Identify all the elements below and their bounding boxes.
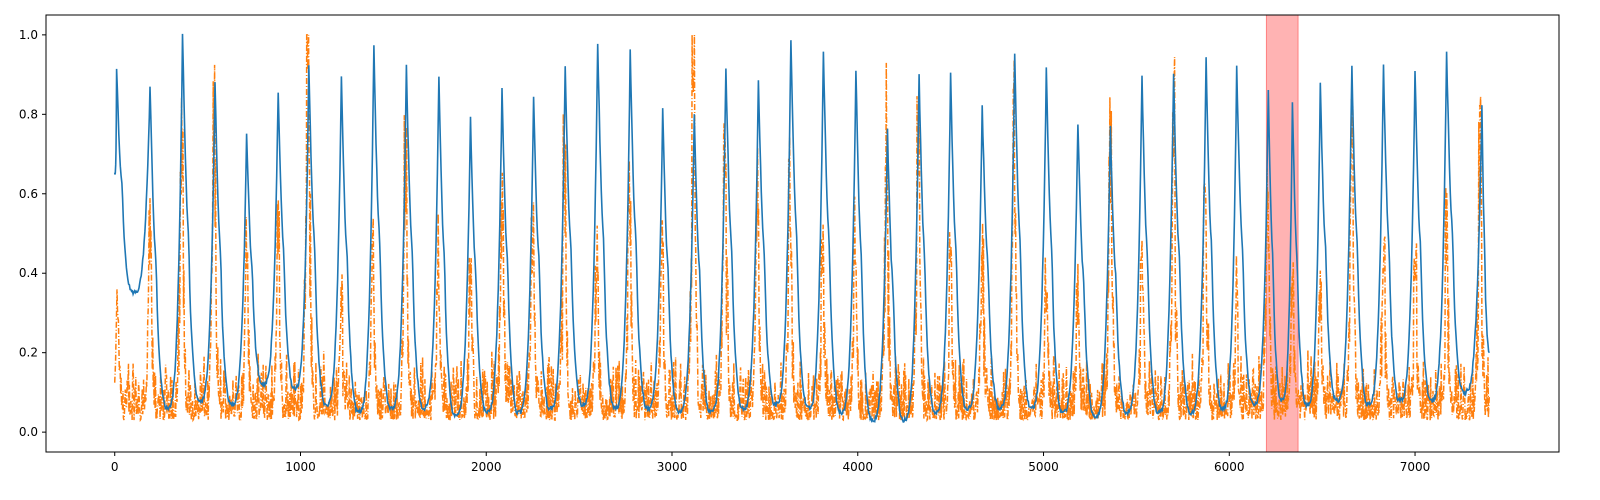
series-1-line — [113, 33, 1491, 424]
x-tick-label: 3000 — [657, 460, 688, 474]
y-tick-label: 0.0 — [19, 425, 38, 439]
x-tick-label: 1000 — [285, 460, 316, 474]
x-tick-label: 7000 — [1400, 460, 1431, 474]
x-tick-label: 2000 — [471, 460, 502, 474]
y-axis: 0.0 0.2 0.4 0.6 0.8 1.0 — [19, 28, 46, 439]
y-tick-label: 1.0 — [19, 28, 38, 42]
y-tick-label: 0.2 — [19, 346, 38, 360]
x-tick-label: 0 — [111, 460, 119, 474]
y-tick-label: 0.8 — [19, 107, 38, 121]
x-tick-label: 4000 — [842, 460, 873, 474]
series-layer — [113, 33, 1491, 424]
x-tick-label: 6000 — [1214, 460, 1245, 474]
series-2-line — [113, 34, 1491, 423]
x-tick-label: 5000 — [1028, 460, 1059, 474]
y-tick-label: 0.4 — [19, 266, 38, 280]
y-tick-label: 0.6 — [19, 187, 38, 201]
plot-frame — [45, 14, 1560, 453]
x-axis: 0 1000 2000 3000 4000 5000 6000 7000 — [111, 452, 1430, 474]
